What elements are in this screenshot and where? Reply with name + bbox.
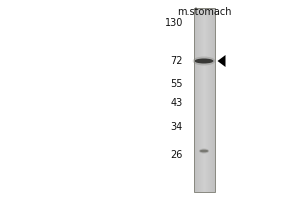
Polygon shape [218, 55, 226, 67]
Ellipse shape [200, 150, 208, 152]
Text: m.stomach: m.stomach [177, 7, 231, 17]
Text: 34: 34 [171, 122, 183, 132]
Bar [194, 8, 214, 192]
Ellipse shape [194, 58, 214, 64]
Text: 55: 55 [170, 79, 183, 89]
Text: 43: 43 [171, 98, 183, 108]
Text: 26: 26 [171, 150, 183, 160]
Ellipse shape [199, 149, 209, 153]
Ellipse shape [193, 56, 215, 66]
Text: 130: 130 [165, 18, 183, 28]
Text: 72: 72 [170, 56, 183, 66]
